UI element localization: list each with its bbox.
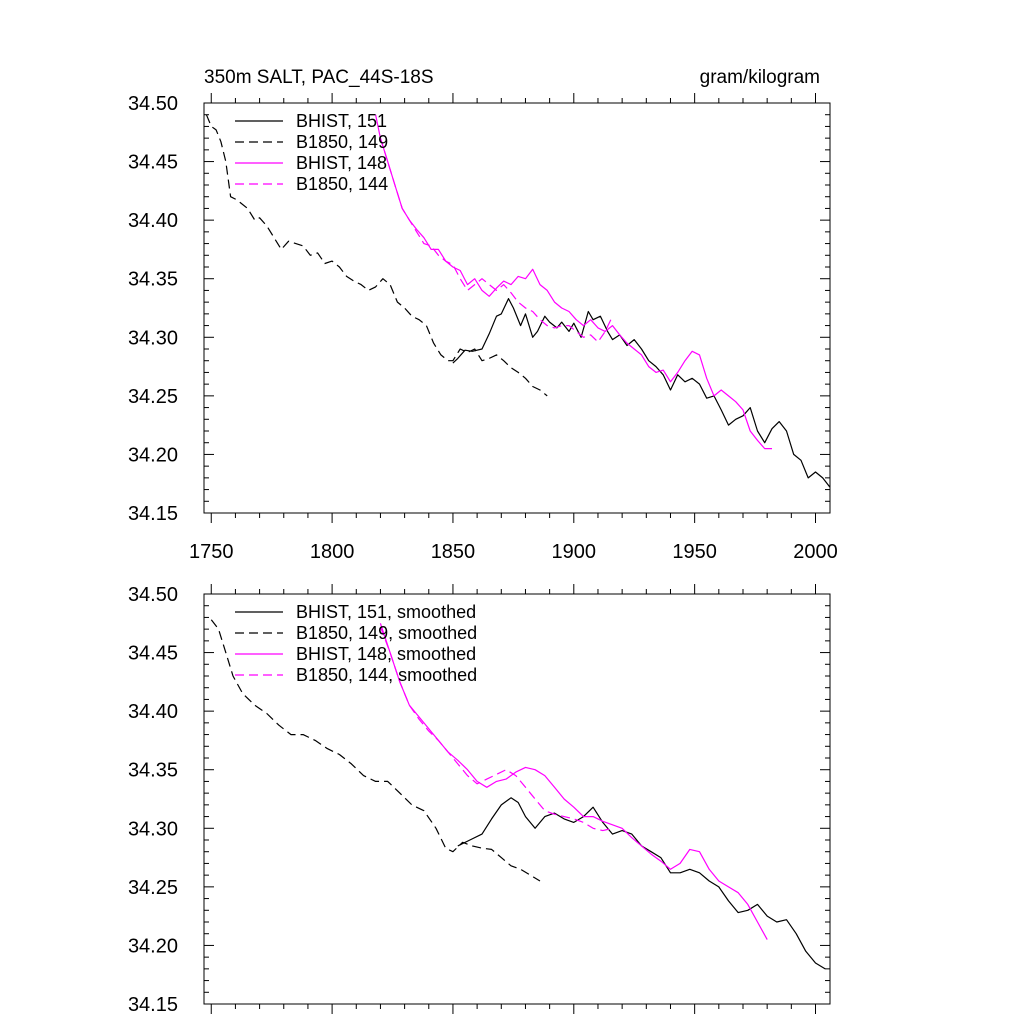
top-xtick-label: 1750 xyxy=(189,541,234,563)
bottom-ytick-label: 34.25 xyxy=(128,877,178,899)
bottom-legend-label: BHIST, 148, smoothed xyxy=(296,644,476,664)
bottom-axis-ticks xyxy=(204,584,830,1014)
top-plot-frame xyxy=(203,102,831,514)
top-legend-label: B1850, 144 xyxy=(296,174,388,194)
top-series-bhist-151 xyxy=(452,298,831,488)
top-panel: 350m SALT, PAC_44S-18S gram/kilogram 34.… xyxy=(128,67,838,563)
top-axis-ticks xyxy=(204,93,830,523)
top-ytick-label: 34.40 xyxy=(128,210,178,232)
top-y-tick-labels: 34.15 34.20 34.25 34.30 34.35 34.40 34.45 34.50 xyxy=(128,93,178,525)
bottom-series-b1850-144-smoothed xyxy=(379,626,613,832)
top-series-b1850-149 xyxy=(205,114,548,397)
bottom-legend-label: BHIST, 151, smoothed xyxy=(296,602,476,622)
bottom-ytick-label: 34.15 xyxy=(128,994,178,1016)
top-series-bhist-148 xyxy=(375,114,772,450)
top-x-tick-labels: 1750 1800 1850 1900 1950 2000 xyxy=(189,541,838,563)
top-ytick-label: 34.50 xyxy=(128,93,178,115)
bottom-series-lines xyxy=(210,619,826,970)
bottom-ytick-label: 34.35 xyxy=(128,760,178,782)
top-legend-label: BHIST, 148 xyxy=(296,153,387,173)
top-ytick-label: 34.25 xyxy=(128,386,178,408)
top-xtick-label: 1850 xyxy=(431,541,476,563)
bottom-ytick-label: 34.30 xyxy=(128,818,178,840)
top-xtick-label: 2000 xyxy=(793,541,838,563)
top-ytick-label: 34.45 xyxy=(128,152,178,174)
top-ytick-label: 34.30 xyxy=(128,327,178,349)
bottom-legend-label: B1850, 149, smoothed xyxy=(296,623,477,643)
bottom-ytick-label: 34.40 xyxy=(128,701,178,723)
top-xtick-label: 1950 xyxy=(672,541,717,563)
bottom-y-tick-labels: 34.15 34.20 34.25 34.30 34.35 34.40 34.45 34.50 xyxy=(128,584,178,1016)
bottom-panel: 34.15 34.20 34.25 34.30 34.35 34.40 34.45 34.50… xyxy=(128,584,831,1016)
top-series-lines xyxy=(205,114,831,488)
bottom-ytick-label: 34.20 xyxy=(128,935,178,957)
top-legend-label: BHIST, 151 xyxy=(296,111,387,131)
bottom-series-bhist-151-smoothed xyxy=(457,797,826,970)
bottom-ytick-label: 34.45 xyxy=(128,643,178,665)
chart-title: 350m SALT, PAC_44S-18S xyxy=(204,67,434,88)
chart-units: gram/kilogram xyxy=(700,67,820,88)
top-legend-label: B1850, 149 xyxy=(296,132,388,152)
top-ytick-label: 34.20 xyxy=(128,444,178,466)
top-xtick-label: 1900 xyxy=(552,541,597,563)
bottom-legend-label: B1850, 144, smoothed xyxy=(296,665,477,685)
top-ytick-label: 34.35 xyxy=(128,269,178,291)
top-ytick-label: 34.15 xyxy=(128,503,178,525)
top-xtick-label: 1800 xyxy=(310,541,355,563)
bottom-series-bhist-148-smoothed xyxy=(379,623,768,940)
top-series-b1850-144 xyxy=(379,137,614,343)
bottom-ytick-label: 34.50 xyxy=(128,584,178,606)
bottom-series-b1850-149-smoothed xyxy=(210,619,541,882)
bottom-plot-frame xyxy=(203,593,831,1005)
